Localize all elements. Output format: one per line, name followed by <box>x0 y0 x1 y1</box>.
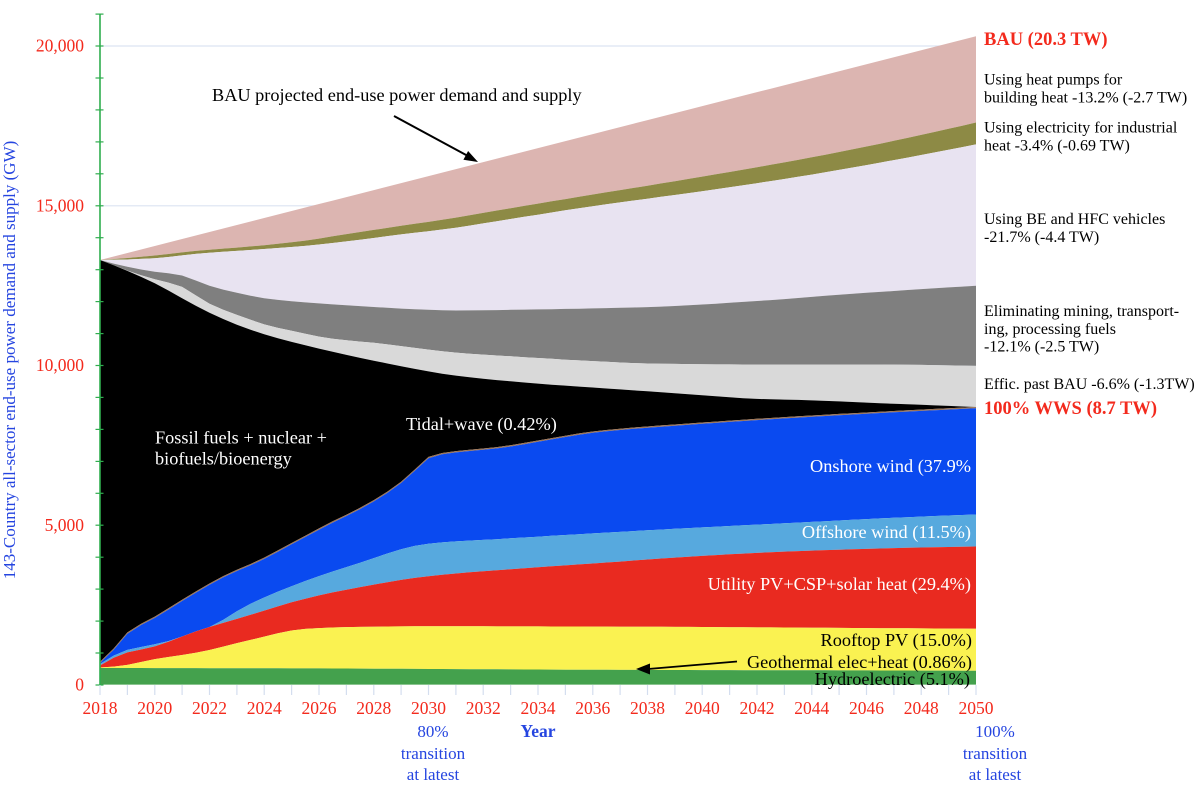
svg-text:2030: 2030 <box>411 698 446 718</box>
svg-text:Fossil fuels + nuclear +: Fossil fuels + nuclear + <box>155 428 327 448</box>
svg-text:2040: 2040 <box>685 698 720 718</box>
svg-text:2028: 2028 <box>356 698 391 718</box>
svg-text:2036: 2036 <box>575 698 610 718</box>
svg-text:Offshore wind (11.5%): Offshore wind (11.5%) <box>802 522 971 543</box>
svg-text:Effic. past BAU -6.6% (-1.3TW): Effic. past BAU -6.6% (-1.3TW) <box>984 376 1195 393</box>
svg-text:BAU (20.3 TW): BAU (20.3 TW) <box>984 30 1108 50</box>
svg-text:Utility PV+CSP+solar heat (29.: Utility PV+CSP+solar heat (29.4%) <box>708 574 971 595</box>
svg-text:2032: 2032 <box>466 698 501 718</box>
svg-text:Eliminating mining, transport-: Eliminating mining, transport- <box>984 303 1179 320</box>
svg-text:biofuels/bioenergy: biofuels/bioenergy <box>155 449 293 469</box>
svg-text:0: 0 <box>75 675 84 695</box>
svg-text:Using electricity for industri: Using electricity for industrial <box>984 120 1178 137</box>
svg-text:Rooftop PV (15.0%): Rooftop PV (15.0%) <box>821 630 973 651</box>
svg-text:Geothermal elec+heat (0.86%): Geothermal elec+heat (0.86%) <box>747 652 972 673</box>
svg-text:-12.1% (-2.5 TW): -12.1% (-2.5 TW) <box>984 339 1099 356</box>
svg-text:2020: 2020 <box>137 698 172 718</box>
svg-text:143-Country all-sector end-use: 143-Country all-sector end-use power dem… <box>0 141 19 580</box>
svg-text:Onshore wind (37.9%: Onshore wind (37.9% <box>810 456 971 477</box>
svg-text:ing, processing fuels: ing, processing fuels <box>984 321 1116 338</box>
svg-text:2018: 2018 <box>83 698 118 718</box>
svg-text:2026: 2026 <box>302 698 337 718</box>
svg-text:Year: Year <box>521 721 556 741</box>
svg-text:2044: 2044 <box>794 698 829 718</box>
svg-text:Using heat pumps for: Using heat pumps for <box>984 72 1123 89</box>
svg-text:at latest: at latest <box>407 765 460 784</box>
svg-text:Using BE and HFC vehicles: Using BE and HFC vehicles <box>984 211 1165 228</box>
svg-text:2034: 2034 <box>521 698 556 718</box>
svg-text:2042: 2042 <box>740 698 775 718</box>
svg-text:5,000: 5,000 <box>45 515 85 535</box>
svg-text:BAU projected end-use power de: BAU projected end-use power demand and s… <box>212 85 582 105</box>
svg-text:Hydroelectric (5.1%): Hydroelectric (5.1%) <box>815 669 970 690</box>
svg-text:2050: 2050 <box>959 698 994 718</box>
svg-text:10,000: 10,000 <box>36 355 84 375</box>
svg-text:Tidal+wave (0.42%): Tidal+wave (0.42%) <box>406 414 557 435</box>
svg-text:2046: 2046 <box>849 698 884 718</box>
svg-text:80%: 80% <box>417 722 448 741</box>
svg-text:2022: 2022 <box>192 698 227 718</box>
svg-text:20,000: 20,000 <box>36 36 84 56</box>
svg-text:100%: 100% <box>975 722 1015 741</box>
svg-text:transition: transition <box>963 744 1028 763</box>
svg-text:100% WWS (8.7 TW): 100% WWS (8.7 TW) <box>984 399 1157 419</box>
svg-text:-21.7% (-4.4 TW): -21.7% (-4.4 TW) <box>984 229 1099 246</box>
svg-text:2024: 2024 <box>247 698 282 718</box>
svg-text:15,000: 15,000 <box>36 195 84 215</box>
svg-text:2048: 2048 <box>904 698 939 718</box>
svg-text:transition: transition <box>401 744 466 763</box>
svg-text:heat -3.4% (-0.69 TW): heat -3.4% (-0.69 TW) <box>984 137 1130 154</box>
svg-text:building heat -13.2% (-2.7 TW): building heat -13.2% (-2.7 TW) <box>984 89 1187 106</box>
svg-text:at latest: at latest <box>969 765 1022 784</box>
svg-text:2038: 2038 <box>630 698 665 718</box>
